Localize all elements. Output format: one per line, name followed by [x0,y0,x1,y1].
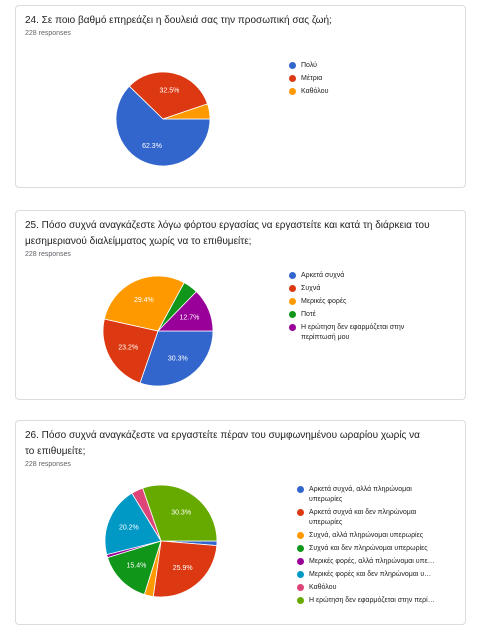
card-header: 25. Πόσο συχνά αναγκάζεστε λόγω φόρτου ε… [25,218,445,260]
slice-label: 62.3% [142,143,162,150]
legend-item: Πολύ [289,61,439,71]
legend-item: Συχνά και δεν πληρώνομαι υπερωρίες [297,544,447,554]
slice-label: 25.9% [173,565,193,572]
legend-swatch [297,509,304,516]
legend-label: Μέτρια [301,75,323,82]
legend-label: Πολύ [301,62,317,69]
slice-label: 12.7% [179,315,199,322]
legend-item: Η ερώτηση δεν εφαρμόζεται στην περί… [297,596,447,606]
legend-item: Αρκετά συχνά, αλλά πληρώνομαι υπερωρίες [297,485,447,505]
legend-swatch [297,532,304,539]
response-count: 228 responses [25,251,71,258]
slice-label: 32.5% [160,87,180,94]
legend-item: Αρκετά συχνά και δεν πληρώνομαι υπερωρίε… [297,508,447,528]
card-header: 26. Πόσο συχνά αναγκάζεστε να εργαστείτε… [25,428,425,470]
legend: Αρκετά συχνά Συχνά Μερικές φορές Ποτέ Η ερώτ… [289,271,439,346]
legend-label: Μερικές φορές [301,298,347,305]
legend-label: Μερικές φορές, αλλά πληρώνομαι υπε… [309,558,435,565]
question-title: 26. Πόσο συχνά αναγκάζεστε να εργαστείτε… [25,430,420,457]
pie: 62.3% 32.5% [115,71,211,167]
slice-label: 23.2% [118,344,138,351]
pie-slice [104,492,162,556]
legend-swatch [297,545,304,552]
legend-label: Αρκετά συχνά [301,272,345,279]
legend-swatch [297,571,304,578]
legend-item: Συχνά, αλλά πληρώνομαι υπερωρίες [297,531,447,541]
legend-label: Συχνά [301,285,321,292]
legend-label: Η ερώτηση δεν εφαρμόζεται στην περίπτωσή… [301,324,405,341]
legend-swatch [289,285,296,292]
legend-swatch [289,75,296,82]
legend: Πολύ Μέτρια Καθόλου [289,61,439,100]
legend-item: Καθόλου [297,583,447,593]
legend-item: Η ερώτηση δεν εφαρμόζεται στην περίπτωσή… [289,323,439,343]
legend-label: Αρκετά συχνά και δεν πληρώνομαι υπερωρίε… [309,509,417,526]
pie-slice [142,484,218,542]
slice-label: 29.4% [134,297,154,304]
legend: Αρκετά συχνά, αλλά πληρώνομαι υπερωρίες Α… [297,485,447,609]
response-count: 228 responses [25,30,71,37]
pie: 30.3% 23.2% 29.4% 12.7% [102,275,214,387]
legend-label: Συχνά και δεν πληρώνομαι υπερωρίες [309,545,428,552]
legend-item: Μερικές φορές [289,297,439,307]
legend-swatch [289,272,296,279]
legend-label: Καθόλου [309,584,337,591]
pie-slice [115,85,211,167]
legend-label: Καθόλου [301,88,329,95]
pie-slice [103,275,185,332]
pie-slice [128,71,209,120]
legend-swatch [289,311,296,318]
legend-label: Συχνά, αλλά πληρώνομαι υπερωρίες [309,532,424,539]
legend-swatch [297,597,304,604]
legend-swatch [297,558,304,565]
legend-item: Μερικές φορές και δεν πληρώνομαι υ… [297,570,447,580]
legend-label: Ποτέ [301,311,316,318]
legend-item: Συχνά [289,284,439,294]
legend-swatch [289,324,296,331]
legend-swatch [297,486,304,493]
legend-item: Καθόλου [289,87,439,97]
legend-item: Μερικές φορές, αλλά πληρώνομαι υπε… [297,557,447,567]
slice-label: 20.2% [119,525,139,532]
card: 24. Σε ποιο βαθμό επηρεάζει η δουλειά σα… [15,5,466,188]
legend-item: Ποτέ [289,310,439,320]
legend-label: Μερικές φορές και δεν πληρώνομαι υ… [309,571,432,578]
legend-swatch [289,62,296,69]
slice-label: 15.4% [127,562,147,569]
pie-slice [139,330,214,387]
legend-swatch [297,584,304,591]
legend-swatch [289,88,296,95]
legend-swatch [289,298,296,305]
pie-slice [162,103,211,120]
card-header: 24. Σε ποιο βαθμό επηρεάζει η δουλειά σα… [25,13,445,39]
response-count: 228 responses [25,461,71,468]
slice-label: 30.3% [171,510,191,517]
card: 26. Πόσο συχνά αναγκάζεστε να εργαστείτε… [15,420,466,625]
pie-slice [152,540,218,598]
question-title: 25. Πόσο συχνά αναγκάζεστε λόγω φόρτου ε… [25,220,430,247]
pie-slice [157,291,214,332]
legend-item: Μέτρια [289,74,439,84]
legend-label: Η ερώτηση δεν εφαρμόζεται στην περί… [309,597,435,604]
legend-item: Αρκετά συχνά [289,271,439,281]
card: 25. Πόσο συχνά αναγκάζεστε λόγω φόρτου ε… [15,210,466,400]
question-title: 24. Σε ποιο βαθμό επηρεάζει η δουλειά σα… [25,15,332,26]
pie-slice [102,318,159,384]
pie: 25.9% 15.4% 20.2% 30.3% [104,484,218,598]
slice-label: 30.3% [168,356,188,363]
legend-label: Αρκετά συχνά, αλλά πληρώνομαι υπερωρίες [309,486,412,503]
pie-slice [107,540,162,595]
